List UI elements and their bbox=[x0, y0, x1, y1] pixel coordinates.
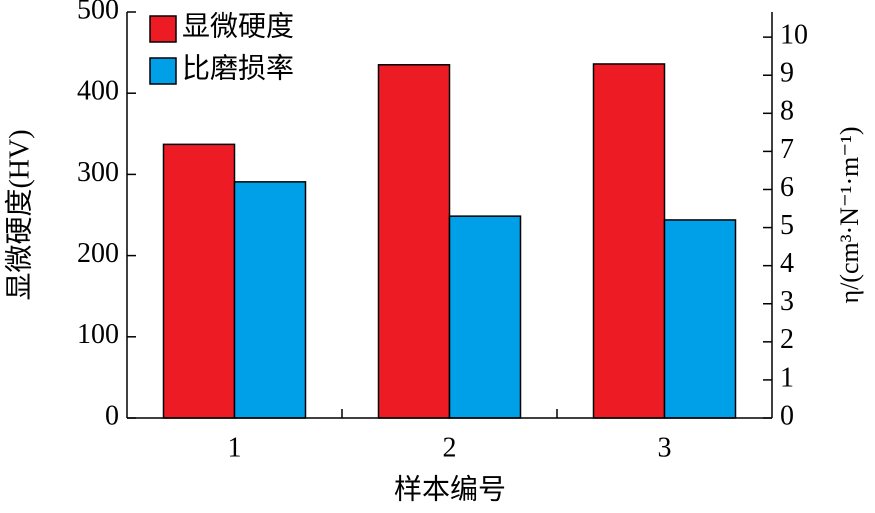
legend-swatch bbox=[149, 57, 177, 85]
bar bbox=[162, 143, 236, 419]
x-tick-label: 3 bbox=[658, 432, 672, 463]
bar bbox=[233, 181, 307, 419]
y2-tick-label: 1 bbox=[780, 362, 794, 393]
y-tick-label: 200 bbox=[77, 238, 119, 269]
legend-label: 比磨损率 bbox=[182, 52, 294, 84]
y2-tick-label: 7 bbox=[780, 134, 794, 165]
y2-tick-label: 9 bbox=[780, 58, 794, 89]
bar bbox=[663, 219, 737, 419]
y-tick-label: 300 bbox=[77, 157, 119, 188]
legend-swatch bbox=[149, 15, 177, 43]
x-axis-label: 样本编号 bbox=[394, 473, 506, 505]
x-tick-label: 1 bbox=[228, 432, 242, 463]
y2-axis-label: η/(cm³·N⁻¹·m⁻¹) bbox=[835, 126, 864, 303]
y2-tick-label: 0 bbox=[780, 400, 794, 431]
bar bbox=[448, 215, 522, 419]
y2-tick-label: 3 bbox=[780, 286, 794, 317]
y-tick-label: 400 bbox=[77, 76, 119, 107]
legend-label: 显微硬度 bbox=[182, 10, 294, 42]
y2-tick-label: 10 bbox=[780, 20, 808, 51]
y-tick-label: 100 bbox=[77, 319, 119, 350]
y-tick-label: 500 bbox=[77, 0, 119, 25]
y-tick-label: 0 bbox=[105, 400, 119, 431]
y2-tick-label: 4 bbox=[780, 248, 794, 279]
y2-tick-label: 6 bbox=[780, 172, 794, 203]
y2-tick-label: 8 bbox=[780, 96, 794, 127]
y2-tick-label: 2 bbox=[780, 324, 794, 355]
bar bbox=[377, 64, 451, 419]
bar bbox=[592, 63, 666, 419]
y-axis-label: 显微硬度(HV) bbox=[3, 129, 35, 300]
x-tick-label: 2 bbox=[443, 432, 457, 463]
y2-tick-label: 5 bbox=[780, 210, 794, 241]
